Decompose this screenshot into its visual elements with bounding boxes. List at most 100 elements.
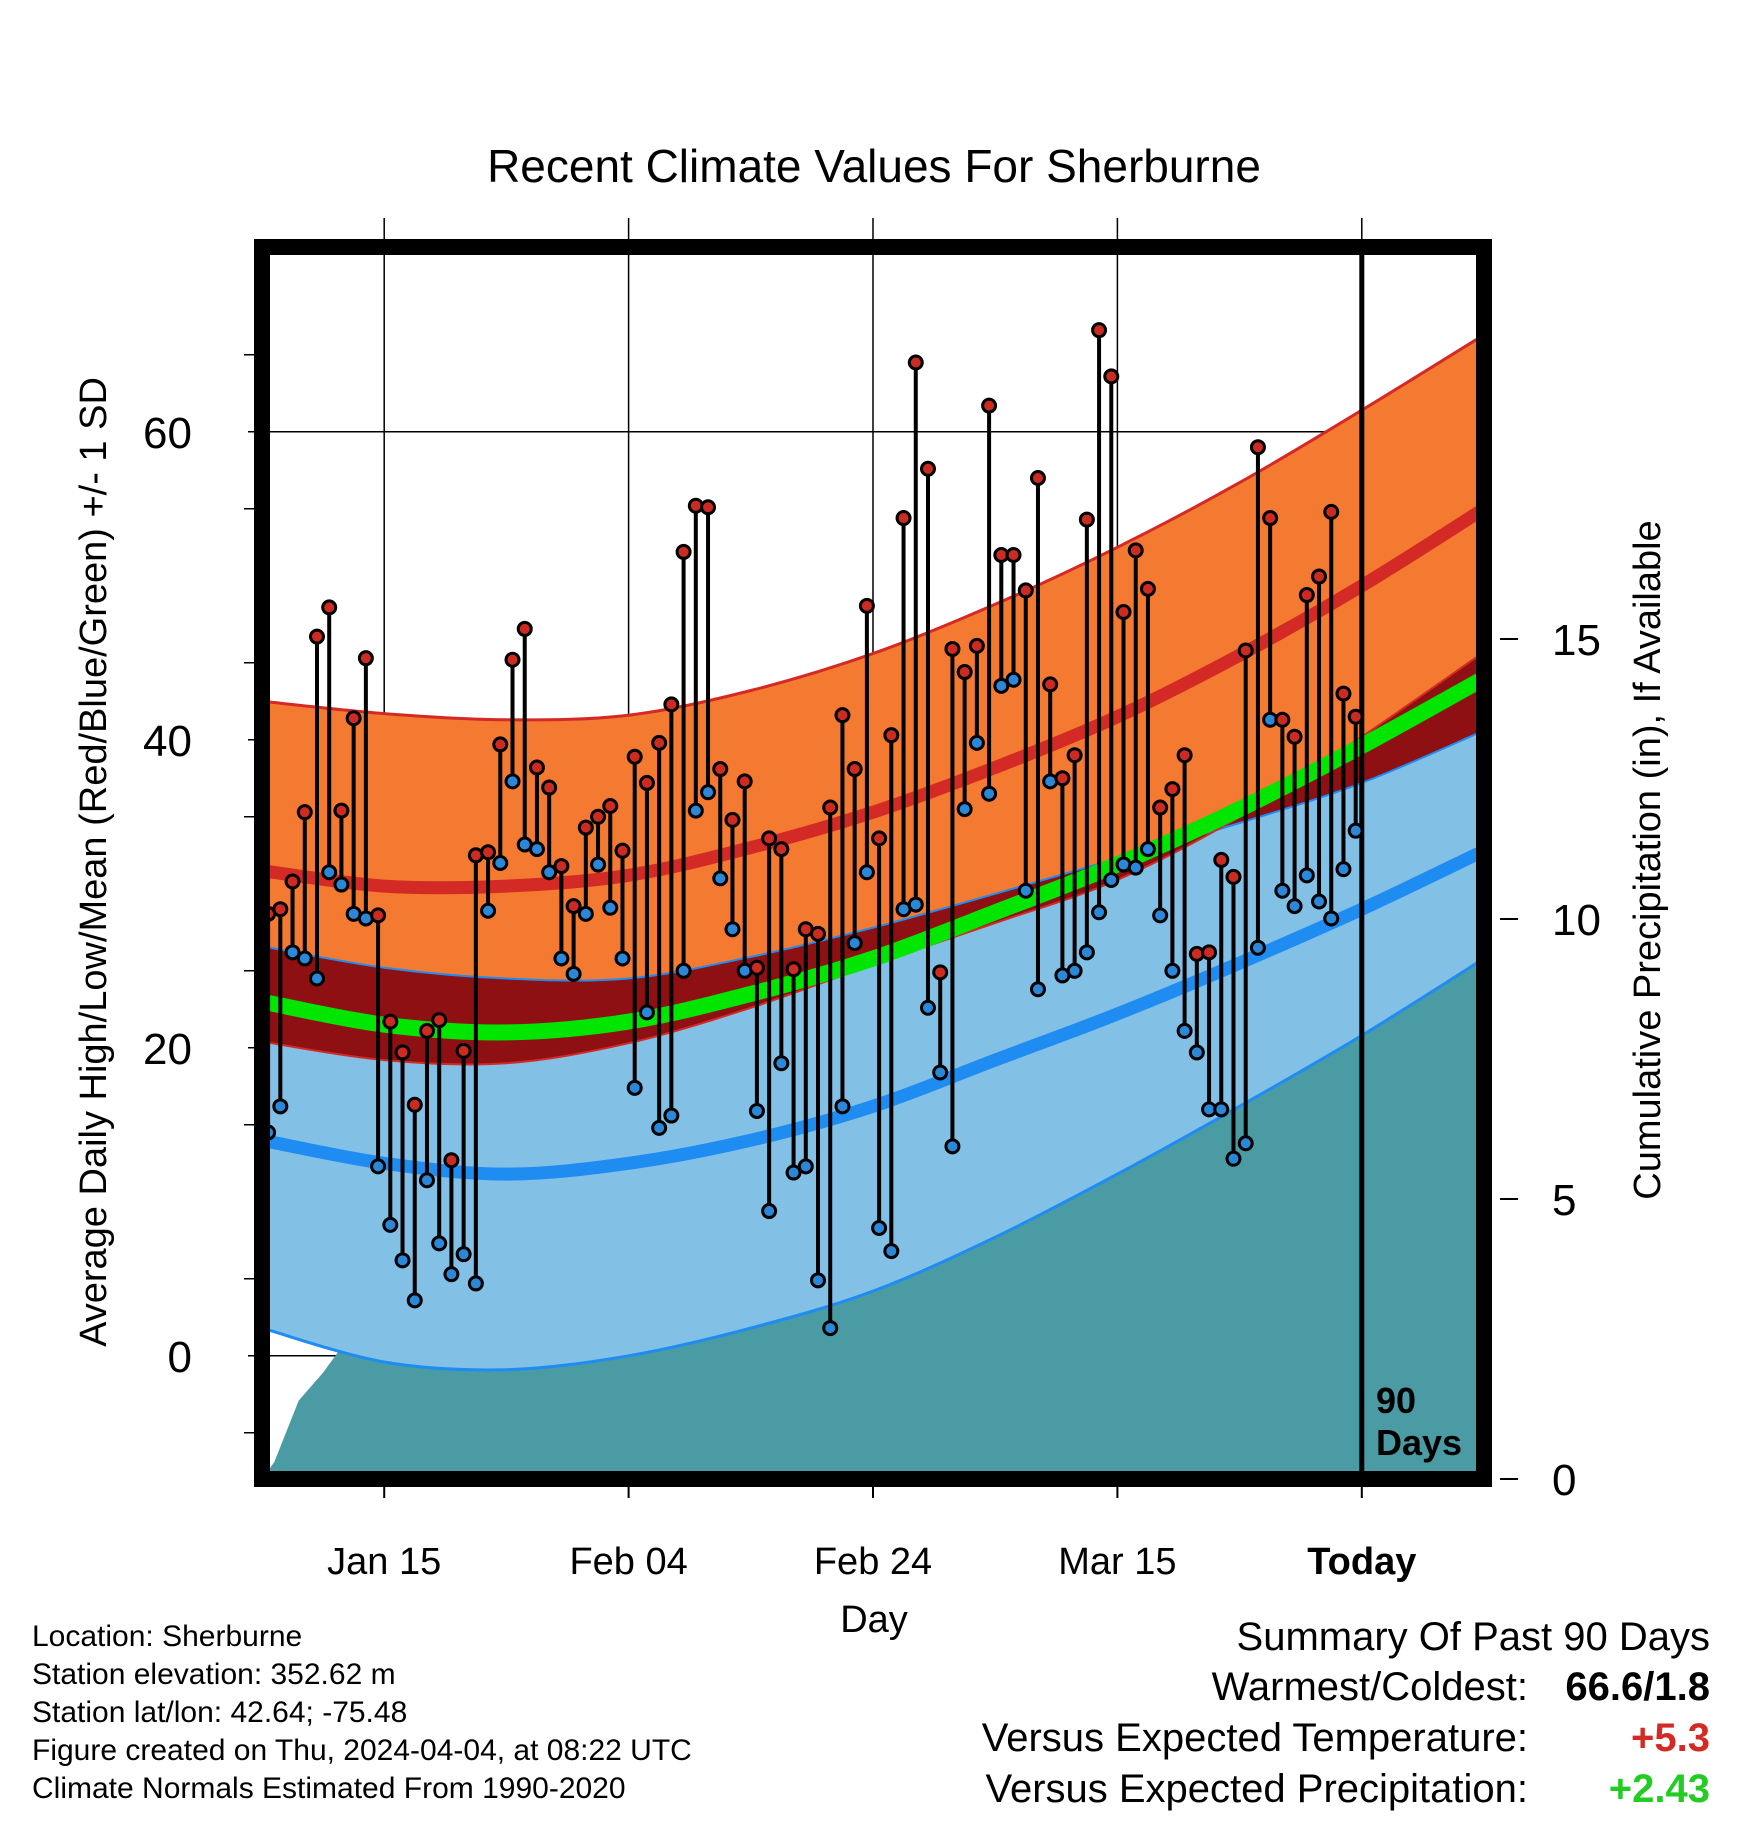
daily-low-point bbox=[956, 801, 973, 818]
daily-high-point bbox=[724, 811, 741, 828]
x-tick-label: Feb 24 bbox=[814, 1541, 932, 1583]
daily-high-point bbox=[1213, 851, 1230, 868]
daily-high-point bbox=[871, 830, 888, 847]
low-sd-upper-line bbox=[262, 729, 1484, 982]
daily-high-point bbox=[528, 759, 545, 776]
daily-low-point bbox=[1005, 671, 1022, 688]
y2-axis-label: Cumulative Precipitation (in), If Availa… bbox=[1627, 520, 1669, 1199]
daily-high-point bbox=[1152, 799, 1169, 816]
daily-low-point bbox=[1188, 1044, 1205, 1061]
daily-high-point bbox=[919, 460, 936, 477]
daily-low-point bbox=[1225, 1150, 1242, 1167]
today-days-label-2: Days bbox=[1376, 1422, 1462, 1463]
daily-high-point bbox=[626, 748, 643, 765]
daily-high-point bbox=[956, 664, 973, 681]
daily-high-point bbox=[382, 1013, 399, 1030]
daily-low-point bbox=[968, 734, 985, 751]
daily-low-point bbox=[919, 999, 936, 1016]
daily-high-point bbox=[321, 599, 338, 616]
daily-low-point bbox=[1213, 1101, 1230, 1118]
y2-tick-label: 0 bbox=[1552, 1456, 1576, 1505]
daily-high-point bbox=[1225, 868, 1242, 885]
summary-value: +5.3 bbox=[1631, 1716, 1710, 1760]
normal-high-line bbox=[262, 503, 1484, 895]
station-info: Location: Sherburne Station elevation: 3… bbox=[32, 1618, 692, 1808]
daily-high-point bbox=[834, 707, 851, 724]
daily-high-point bbox=[308, 628, 325, 645]
daily-high-point bbox=[883, 727, 900, 744]
daily-high-point bbox=[516, 620, 533, 637]
y-tick-label: 40 bbox=[143, 717, 192, 766]
daily-high-point bbox=[1005, 547, 1022, 563]
daily-low-point bbox=[431, 1235, 448, 1252]
daily-low-point bbox=[1127, 859, 1144, 876]
daily-low-point bbox=[1078, 944, 1095, 961]
daily-high-point bbox=[1017, 582, 1034, 599]
daily-high-point bbox=[565, 898, 582, 915]
daily-low-point bbox=[1017, 882, 1034, 899]
daily-low-point bbox=[651, 1119, 668, 1136]
info-latlon: Station lat/lon: 42.64; -75.48 bbox=[32, 1696, 408, 1729]
daily-low-point bbox=[1249, 939, 1266, 956]
daily-low-point bbox=[932, 1064, 949, 1081]
daily-high-point bbox=[785, 961, 802, 978]
daily-low-point bbox=[1176, 1022, 1193, 1039]
daily-high-point bbox=[1042, 676, 1059, 693]
x-tick-label: Today bbox=[1307, 1541, 1416, 1583]
daily-high-point bbox=[846, 761, 863, 778]
daily-low-point bbox=[871, 1219, 888, 1236]
today-days-label: 90 bbox=[1376, 1380, 1416, 1421]
daily-low-point bbox=[1164, 962, 1181, 979]
daily-low-point bbox=[284, 944, 301, 961]
daily-high-point bbox=[284, 873, 301, 890]
daily-low-point bbox=[1347, 822, 1364, 839]
daily-high-point bbox=[1164, 781, 1181, 798]
daily-low-point bbox=[858, 864, 875, 881]
daily-low-point bbox=[382, 1216, 399, 1233]
daily-low-point bbox=[1091, 904, 1108, 921]
daily-low-point bbox=[406, 1292, 423, 1309]
daily-high-point bbox=[773, 841, 790, 858]
info-normals: Climate Normals Estimated From 1990-2020 bbox=[32, 1772, 626, 1805]
daily-high-point bbox=[1335, 685, 1352, 702]
daily-high-point bbox=[443, 1152, 460, 1169]
daily-low-point bbox=[993, 677, 1010, 694]
daily-high-point bbox=[1249, 439, 1266, 456]
daily-high-point bbox=[431, 1012, 448, 1029]
daily-low-point bbox=[626, 1079, 643, 1096]
daily-high-point bbox=[553, 858, 570, 875]
daily-high-point bbox=[700, 499, 717, 516]
daily-low-point bbox=[418, 1172, 435, 1189]
y-tick-label: 20 bbox=[143, 1025, 192, 1074]
summary-row-temperature: Versus Expected Temperature: +5.3 bbox=[982, 1713, 1710, 1764]
daily-low-point bbox=[296, 950, 313, 967]
daily-high-point bbox=[1274, 711, 1291, 728]
daily-high-point bbox=[968, 637, 985, 654]
summary-label: Versus Expected Precipitation: bbox=[985, 1767, 1528, 1811]
daily-low-point bbox=[590, 856, 607, 873]
daily-high-point bbox=[932, 964, 949, 981]
daily-low-point bbox=[834, 1098, 851, 1115]
summary-row-extremes: Warmest/Coldest: 66.6/1.8 bbox=[982, 1662, 1710, 1713]
daily-high-point bbox=[1127, 542, 1144, 559]
daily-low-point bbox=[577, 905, 594, 922]
daily-high-point bbox=[455, 1042, 472, 1059]
daily-high-point bbox=[577, 819, 594, 836]
daily-high-point bbox=[492, 736, 509, 753]
daily-high-point bbox=[675, 543, 692, 560]
daily-low-point bbox=[1152, 907, 1169, 924]
daily-low-point bbox=[773, 1055, 790, 1072]
daily-low-point bbox=[724, 921, 741, 938]
daily-high-point bbox=[748, 959, 765, 976]
daily-low-point bbox=[1286, 898, 1303, 915]
daily-high-point bbox=[394, 1044, 411, 1061]
daily-high-point bbox=[1103, 368, 1120, 385]
daily-low-point bbox=[700, 784, 717, 801]
y2-tick-label: 10 bbox=[1552, 896, 1601, 945]
daily-high-point bbox=[736, 773, 753, 790]
y-tick-label: 60 bbox=[143, 409, 192, 458]
daily-low-point bbox=[480, 902, 497, 919]
daily-low-point bbox=[883, 1243, 900, 1260]
daily-high-point bbox=[858, 597, 875, 614]
